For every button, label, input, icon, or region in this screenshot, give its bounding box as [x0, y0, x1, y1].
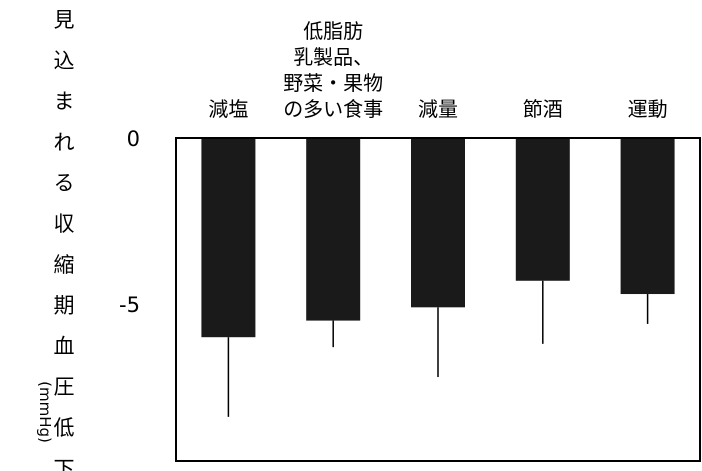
- y-axis-label-char: 縮: [54, 253, 75, 277]
- y-axis-unit-text: (mmHg): [36, 381, 54, 443]
- y-axis-ticks: 0 -5: [119, 127, 140, 317]
- y-axis-label-char: 期: [54, 294, 75, 318]
- plot-frame: [175, 137, 701, 462]
- y-axis-label-char: 見: [54, 8, 75, 32]
- y-axis-label-char: 下: [54, 457, 75, 471]
- y-tick-label: -5: [119, 293, 140, 317]
- category-label-line: 節酒: [523, 97, 563, 121]
- y-axis-label-char: 圧: [54, 375, 75, 399]
- category-label-line: 野菜・果物: [283, 71, 383, 95]
- category-label-line: 低脂肪: [303, 19, 363, 43]
- y-tick-label: 0: [127, 127, 140, 151]
- category-label: 減量: [418, 97, 458, 121]
- category-label: 運動: [628, 97, 668, 121]
- y-axis-label-char: 低: [54, 416, 75, 440]
- y-axis-unit: (mmHg): [36, 381, 54, 443]
- category-label-line: の多い食事: [283, 97, 383, 121]
- category-label-line: 減量: [418, 97, 458, 121]
- category-label-line: 運動: [628, 97, 668, 121]
- error-bars: [227, 280, 649, 417]
- category-label-line: 乳製品、: [293, 45, 373, 69]
- bar: [411, 138, 465, 308]
- bar: [515, 138, 570, 281]
- category-label: 減塩: [208, 97, 248, 121]
- y-axis-label-char: 血: [54, 334, 75, 358]
- y-axis-label-char: ま: [54, 90, 75, 114]
- bars: [201, 138, 675, 338]
- y-axis-label-char: る: [54, 171, 75, 195]
- y-axis-label-char: れ: [54, 130, 75, 154]
- bar: [201, 138, 256, 338]
- category-label: 節酒: [523, 97, 563, 121]
- bar: [620, 138, 675, 295]
- y-axis-label-char: 込: [54, 49, 75, 73]
- bar: [306, 138, 361, 321]
- y-axis-label-char: 収: [54, 212, 75, 236]
- category-label: 低脂肪乳製品、野菜・果物の多い食事: [283, 19, 383, 121]
- category-label-line: 減塩: [208, 97, 248, 121]
